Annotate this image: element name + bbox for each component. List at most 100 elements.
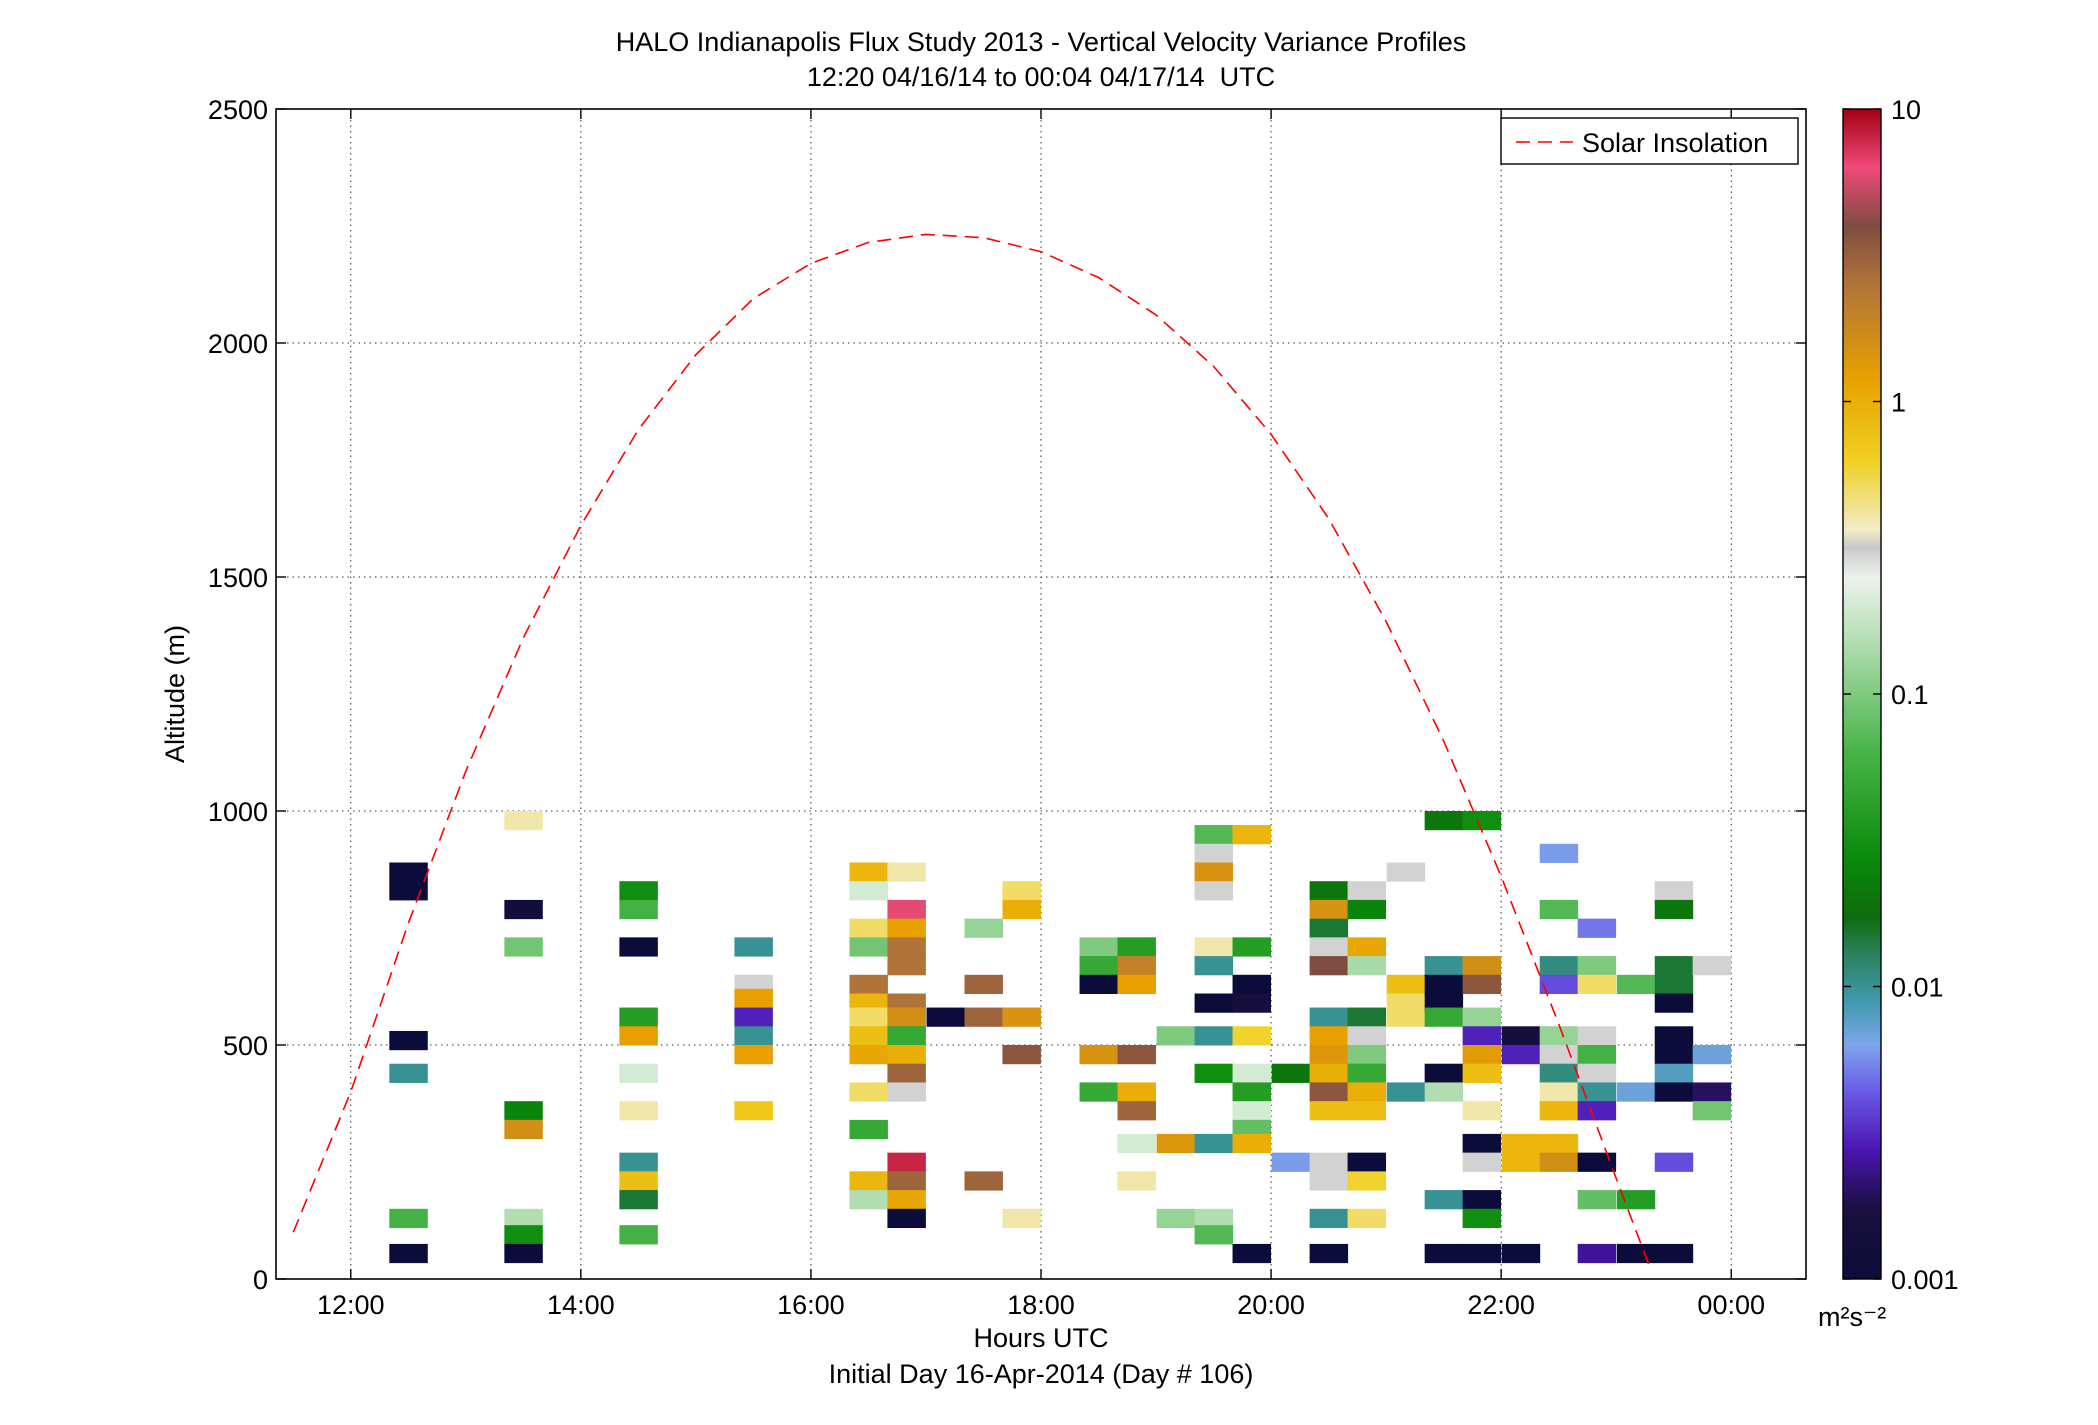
variance-cell	[1424, 1007, 1464, 1027]
y-tick-label: 500	[223, 1031, 268, 1061]
variance-cell	[1462, 956, 1502, 976]
legend-label: Solar Insolation	[1582, 128, 1768, 158]
chart-title: HALO Indianapolis Flux Study 2013 - Vert…	[616, 27, 1466, 57]
variance-cell	[1539, 899, 1579, 920]
variance-cell	[1347, 1063, 1387, 1083]
variance-cell	[1462, 1133, 1502, 1154]
variance-cell	[1079, 956, 1118, 976]
variance-cell	[504, 811, 543, 831]
variance-cell	[734, 1026, 773, 1046]
variance-cell	[887, 918, 926, 938]
variance-cell	[1309, 1026, 1349, 1046]
variance-cell	[619, 1101, 658, 1121]
variance-cell	[619, 1063, 658, 1083]
variance-cell	[887, 937, 926, 957]
variance-cell	[1462, 1152, 1502, 1172]
variance-cell	[1462, 1045, 1502, 1065]
variance-cell	[1501, 1133, 1541, 1154]
colorbar-unit-label: m²s⁻²	[1818, 1302, 1886, 1332]
variance-cell	[1194, 1225, 1234, 1245]
variance-cell	[1654, 974, 1694, 995]
variance-cell	[1309, 956, 1349, 976]
variance-cell	[1654, 1082, 1694, 1102]
variance-cell	[619, 1026, 658, 1046]
variance-cell	[887, 1082, 926, 1102]
variance-cell	[849, 918, 888, 938]
variance-cell	[619, 1152, 658, 1172]
y-tick-label: 0	[253, 1265, 268, 1295]
variance-cell	[1577, 1063, 1617, 1083]
variance-cell	[1424, 811, 1464, 831]
variance-cell	[734, 1101, 773, 1121]
variance-cell	[887, 1063, 926, 1083]
variance-cell	[1309, 881, 1349, 901]
x-tick-label: 12:00	[317, 1290, 385, 1320]
variance-cell	[1462, 974, 1502, 995]
colorbar-tick-label: 10	[1891, 95, 1921, 125]
variance-cell	[619, 1007, 658, 1027]
variance-cell	[1079, 1082, 1118, 1102]
variance-cell	[389, 862, 428, 901]
variance-cell	[1616, 974, 1656, 995]
variance-cell	[1232, 1101, 1271, 1121]
variance-cell	[887, 1208, 926, 1229]
x-tick-label: 18:00	[1007, 1290, 1075, 1320]
y-tick-label: 2000	[208, 329, 268, 359]
variance-cell	[1232, 974, 1271, 995]
variance-cell	[1309, 899, 1349, 920]
variance-cell	[1654, 1063, 1694, 1083]
variance-cell	[1194, 862, 1234, 882]
variance-cell	[849, 881, 888, 901]
variance-cell	[1194, 1208, 1234, 1229]
variance-cell	[1616, 1243, 1656, 1264]
variance-cell	[1347, 1007, 1387, 1027]
variance-cell	[1309, 1208, 1349, 1229]
variance-cell	[1194, 993, 1234, 1013]
variance-cell	[1462, 1063, 1502, 1083]
variance-cell	[887, 1026, 926, 1046]
variance-cell	[964, 1007, 1003, 1027]
variance-cell	[1386, 1082, 1426, 1102]
variance-cell	[1462, 1208, 1502, 1229]
variance-cell	[1232, 1063, 1271, 1083]
variance-cell	[849, 1190, 888, 1210]
variance-cell	[1117, 1101, 1156, 1121]
variance-cell	[887, 899, 926, 920]
variance-cell	[1654, 1026, 1694, 1046]
variance-cell	[1539, 1082, 1579, 1102]
variance-cell	[1117, 974, 1156, 995]
variance-cell	[1424, 956, 1464, 976]
variance-cell	[1462, 1190, 1502, 1210]
variance-cell	[389, 1243, 428, 1264]
colorbar-tick-label: 0.1	[1891, 680, 1929, 710]
variance-cell	[887, 1171, 926, 1191]
variance-cell	[1309, 1045, 1349, 1065]
variance-cell	[849, 1119, 888, 1140]
variance-cell	[1117, 1133, 1156, 1154]
y-tick-label: 1000	[208, 797, 268, 827]
variance-cell	[389, 1208, 428, 1229]
legend: Solar Insolation	[1500, 117, 1799, 165]
variance-cell	[1347, 1152, 1387, 1172]
variance-cell	[1539, 1101, 1579, 1121]
variance-cell	[1424, 1190, 1464, 1210]
variance-cell	[1577, 918, 1617, 938]
variance-cell	[849, 937, 888, 957]
variance-cell	[1309, 1007, 1349, 1027]
variance-cell	[1232, 1082, 1271, 1102]
variance-cell	[1462, 811, 1502, 831]
variance-cell	[849, 1026, 888, 1046]
variance-cell	[1347, 1101, 1387, 1121]
colorbar-ticks: 10 1 0.1 0.01 0.001	[1843, 95, 1959, 1295]
variance-cell	[619, 881, 658, 901]
variance-cell	[1002, 899, 1041, 920]
chart-subtitle: 12:20 04/16/14 to 00:04 04/17/14 UTC	[807, 62, 1275, 92]
x-axis-label: Hours UTC	[973, 1323, 1108, 1353]
variance-cell	[1386, 1007, 1426, 1027]
variance-cell	[504, 1225, 543, 1245]
variance-cell	[1462, 1101, 1502, 1121]
variance-cell	[1654, 1152, 1694, 1172]
variance-cell	[504, 899, 543, 920]
variance-cell	[619, 1225, 658, 1245]
